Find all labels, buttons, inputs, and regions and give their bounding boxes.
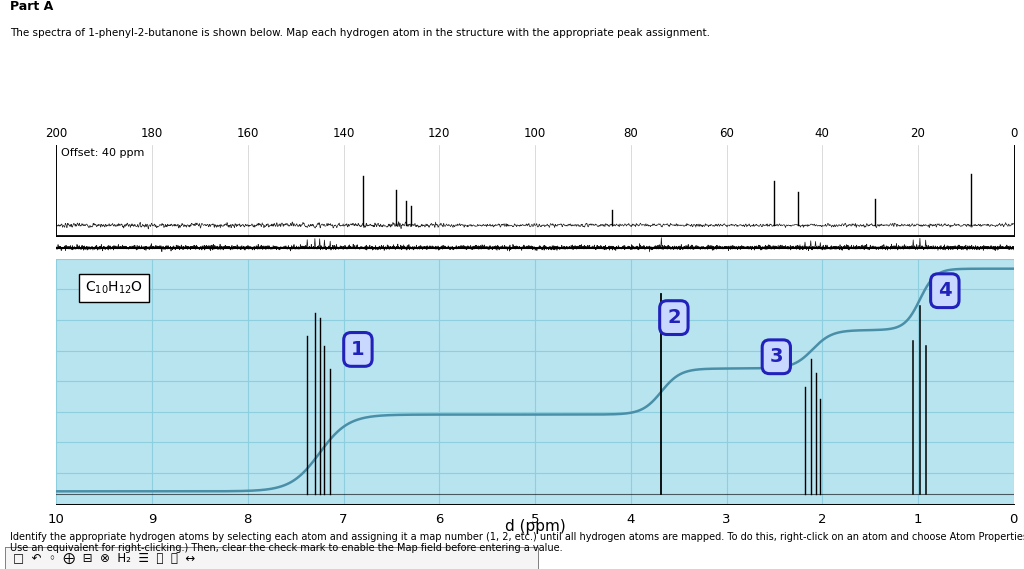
- Text: 200: 200: [45, 127, 68, 140]
- Text: Offset: 40 ppm: Offset: 40 ppm: [61, 148, 144, 158]
- Text: 3: 3: [770, 347, 783, 366]
- Text: Identify the appropriate hydrogen atoms by selecting each atom and assigning it : Identify the appropriate hydrogen atoms …: [10, 532, 1024, 542]
- Text: 1: 1: [351, 340, 365, 359]
- Text: d (ppm): d (ppm): [505, 519, 565, 534]
- Text: 80: 80: [624, 127, 638, 140]
- Text: 4: 4: [938, 281, 951, 300]
- Text: 20: 20: [910, 127, 926, 140]
- Text: The spectra of 1-phenyl-2-butanone is shown below. Map each hydrogen atom in the: The spectra of 1-phenyl-2-butanone is sh…: [10, 28, 711, 38]
- Text: 0: 0: [1010, 127, 1018, 140]
- Text: 180: 180: [141, 127, 163, 140]
- Text: 120: 120: [428, 127, 451, 140]
- Text: □  ↶  ◦  ⨁  ⊟  ⊗  H₂  ☰  ⓘ  ❓  ↔: □ ↶ ◦ ⨁ ⊟ ⊗ H₂ ☰ ⓘ ❓ ↔: [13, 552, 196, 564]
- Text: Part A: Part A: [10, 0, 53, 13]
- Text: $\mathrm{C_{10}H_{12}O}$: $\mathrm{C_{10}H_{12}O}$: [85, 280, 143, 296]
- Text: 100: 100: [524, 127, 546, 140]
- Text: Use an equivalent for right-clicking.) Then, clear the check mark to enable the : Use an equivalent for right-clicking.) T…: [10, 543, 563, 554]
- Text: 2: 2: [667, 308, 681, 327]
- Text: 40: 40: [815, 127, 829, 140]
- Text: 160: 160: [237, 127, 259, 140]
- Text: 140: 140: [333, 127, 354, 140]
- Text: 60: 60: [719, 127, 734, 140]
